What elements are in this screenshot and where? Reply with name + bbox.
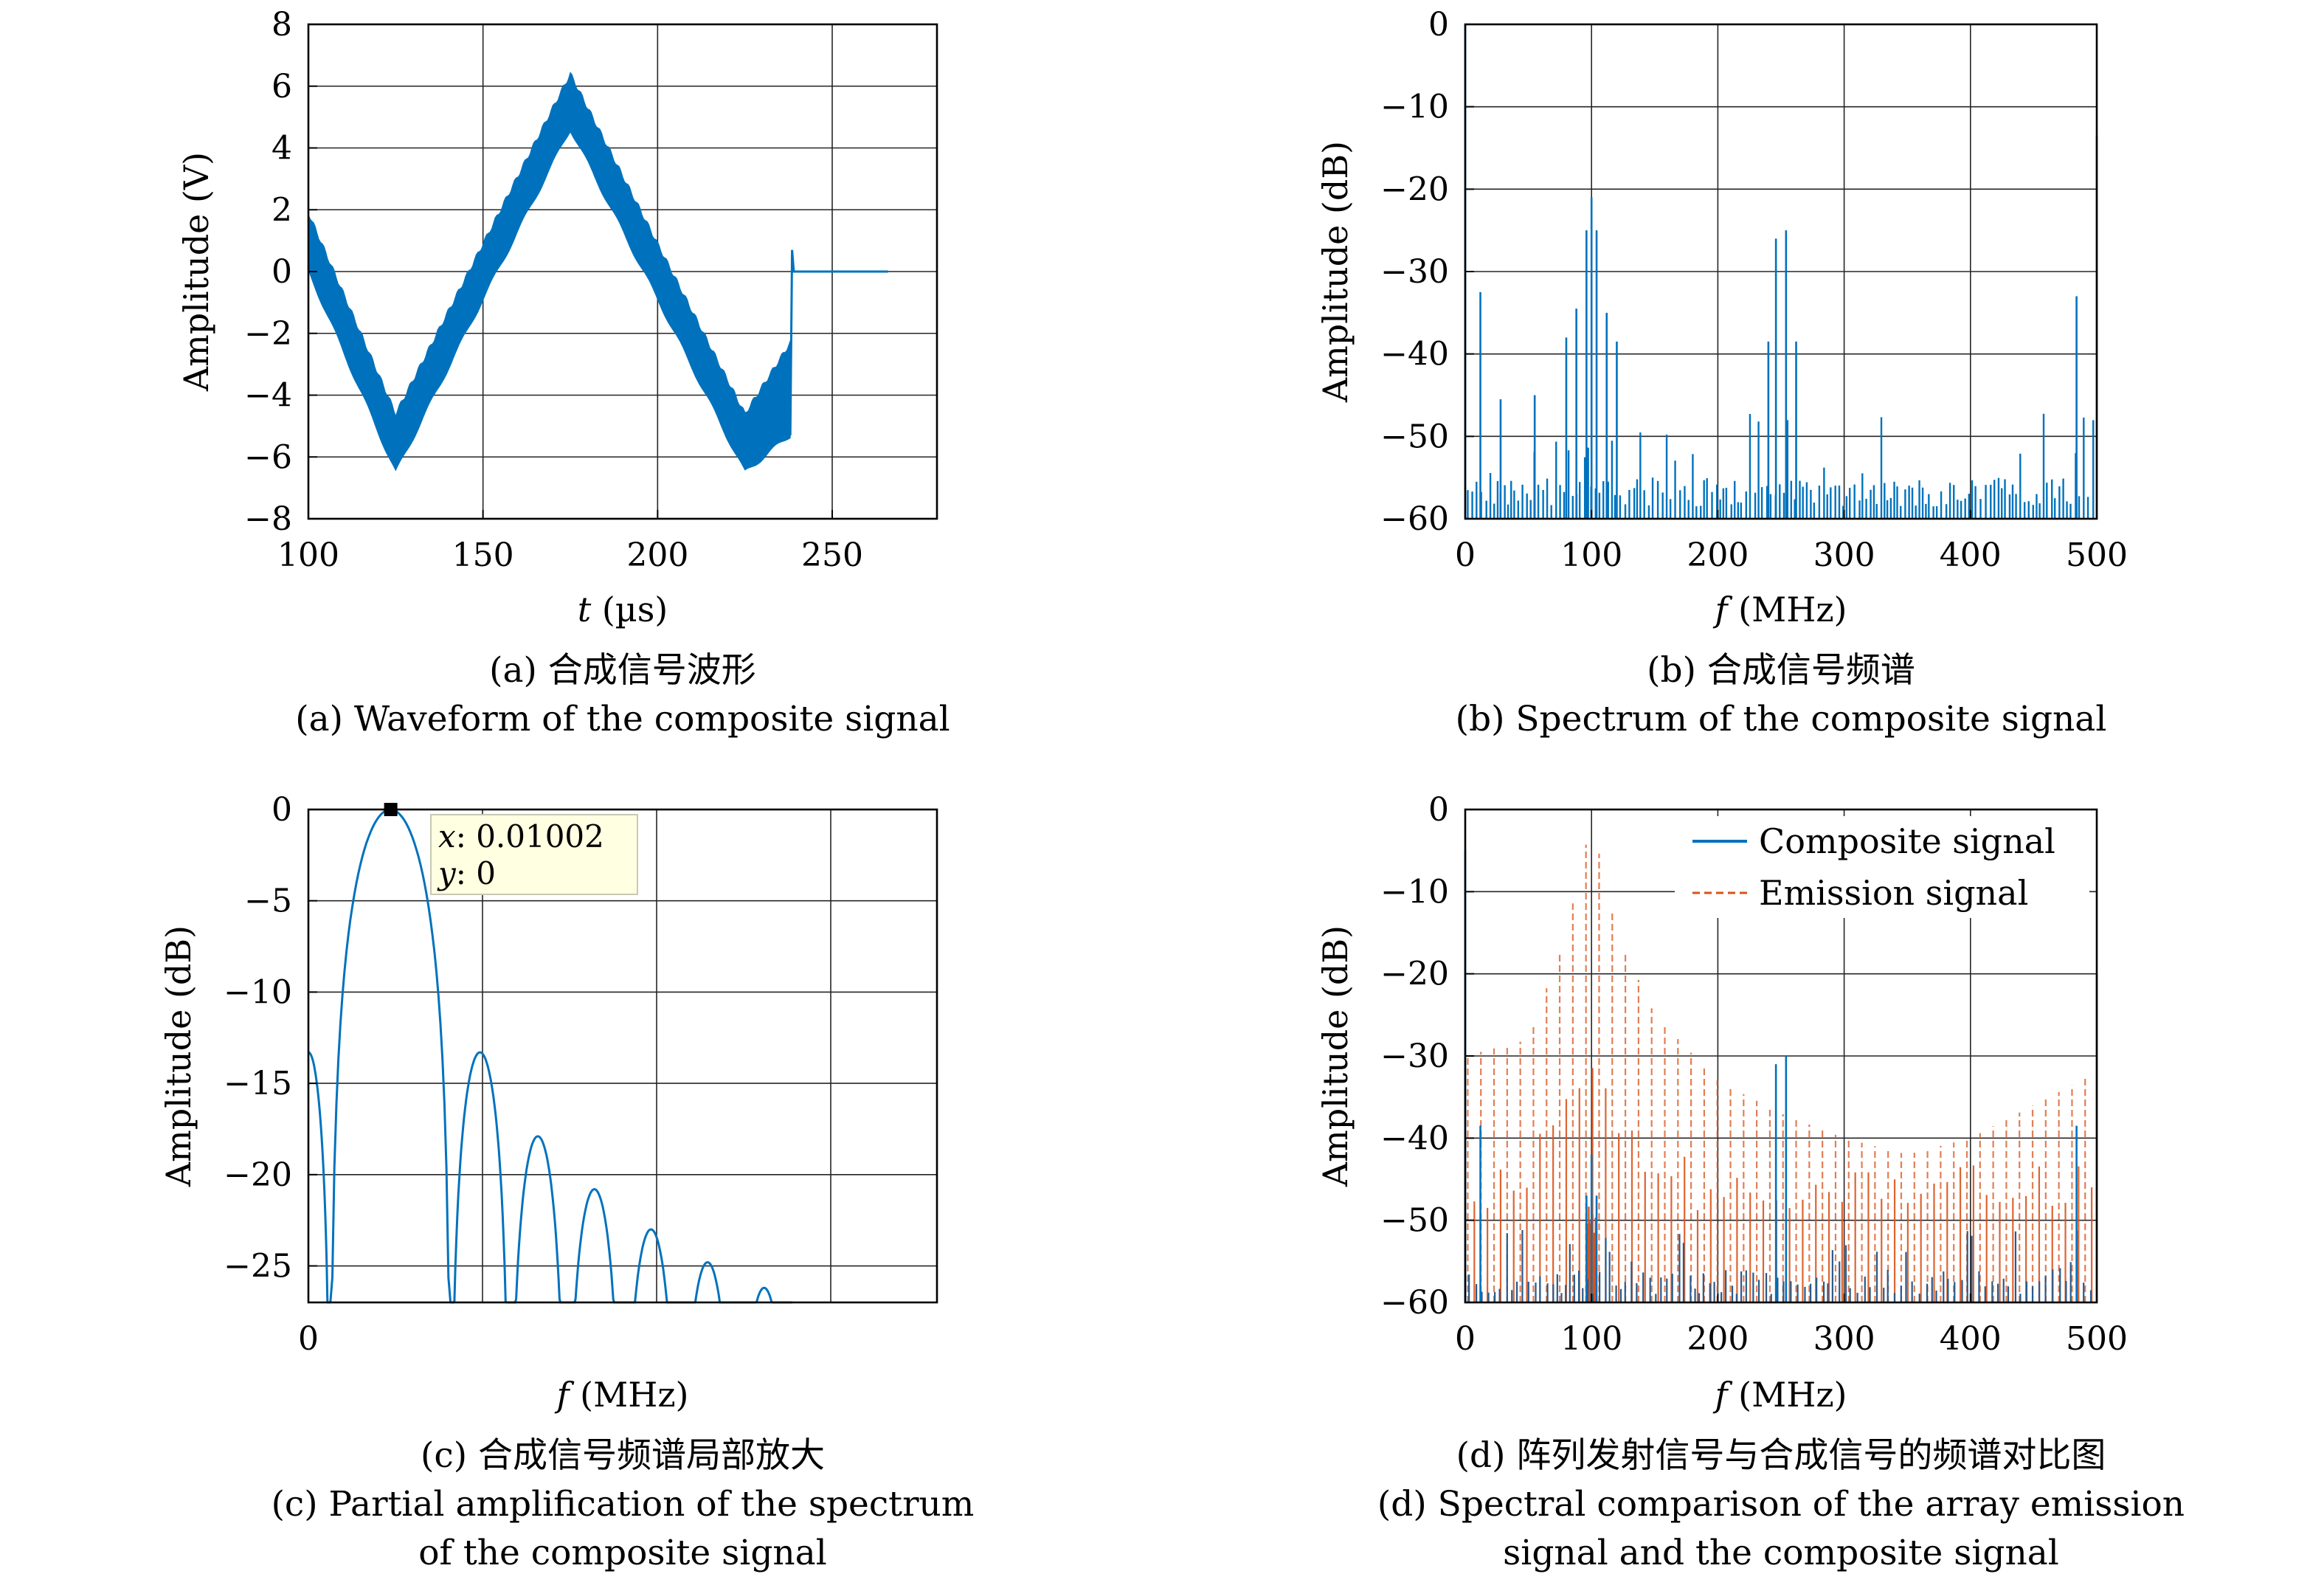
y-tick-label: −30 xyxy=(1380,253,1449,291)
y-tick-label: 4 xyxy=(272,130,292,168)
y-tick-label: −40 xyxy=(1380,1119,1449,1157)
panel-d-comparison: 0 100 200 300 400 500 0 −10 −20 −30 −40 −50 −60 Comp… xyxy=(1315,791,2128,1415)
panel-b-xlabel: f (MHz) xyxy=(1713,590,1847,629)
panel-b-grid xyxy=(1465,24,2097,519)
y-tick-label: −60 xyxy=(1380,500,1449,538)
y-tick-label: −20 xyxy=(1380,956,1449,993)
panel-c-grid xyxy=(308,809,937,1302)
panel-c-ticks: 0 0 −5 −10 −15 −20 −25 xyxy=(224,791,319,1358)
panel-d-ticks: 0 100 200 300 400 500 0 −10 −20 −30 −40 −50 −60 xyxy=(1380,791,2128,1358)
panel-d-ylabel: Amplitude (dB) xyxy=(1315,925,1355,1187)
x-tick-label: 200 xyxy=(1687,1320,1749,1358)
waveform-band xyxy=(308,72,791,472)
panel-a-series xyxy=(308,72,888,472)
x-tick-label: 0 xyxy=(1455,536,1476,574)
y-tick-label: 0 xyxy=(272,253,292,291)
y-tick-label: −8 xyxy=(244,500,292,538)
caption-d: (d) 阵列发射信号与合成信号的频谱对比图 (d) Spectral compa… xyxy=(1301,1432,2261,1578)
y-tick-label: −15 xyxy=(224,1065,292,1102)
y-tick-label: −10 xyxy=(224,973,292,1011)
caption-a: (a) 合成信号波形 (a) Waveform of the composite… xyxy=(180,646,1065,744)
y-tick-label: −20 xyxy=(1380,170,1449,208)
panel-b-ticks: 0 100 200 300 400 500 0 −10 −20 −30 −40 −50 −60 xyxy=(1380,6,2128,574)
legend-label-emission: Emission signal xyxy=(1759,873,2028,913)
x-tick-label: 300 xyxy=(1813,536,1875,574)
x-tick-label: 150 xyxy=(452,536,514,574)
y-tick-label: −40 xyxy=(1380,336,1449,373)
datatip-y: y: 0 xyxy=(437,855,496,891)
spectrum-lobe xyxy=(450,1051,510,1304)
panel-c-ylabel: Amplitude (dB) xyxy=(159,925,198,1187)
datatip-marker xyxy=(384,803,398,816)
panel-a-ticks: 100 150 200 250 8 6 4 2 0 −2 −4 −6 −8 xyxy=(244,6,863,574)
x-tick-label: 200 xyxy=(626,536,688,574)
caption-b-en: (b) Spectrum of the composite signal xyxy=(1455,699,2107,739)
panel-d-legend: Composite signal Emission signal xyxy=(1675,816,2089,918)
caption-b: (b) 合成信号频谱 (b) Spectrum of the composite… xyxy=(1338,646,2224,744)
y-tick-label: 8 xyxy=(272,6,292,44)
y-tick-label: 0 xyxy=(272,791,292,829)
y-tick-label: −2 xyxy=(244,315,292,353)
datatip-x: x: 0.01002 xyxy=(438,818,604,855)
y-tick-label: −25 xyxy=(224,1248,292,1285)
datatip-box xyxy=(430,814,638,895)
x-tick-label: 250 xyxy=(801,536,863,574)
y-tick-label: −5 xyxy=(244,883,292,920)
y-tick-label: −50 xyxy=(1380,418,1449,455)
x-tick-label: 300 xyxy=(1813,1320,1875,1358)
waveform-tail xyxy=(789,249,888,435)
x-tick-label: 400 xyxy=(1940,1320,2002,1358)
y-tick-label: −6 xyxy=(244,438,292,476)
spectrum-lobe xyxy=(509,1135,567,1304)
caption-c: (c) 合成信号频谱局部放大 (c) Partial amplification… xyxy=(180,1432,1065,1578)
x-tick-label: 500 xyxy=(2066,1320,2128,1358)
spectrum-lobe xyxy=(679,1261,736,1304)
caption-a-en: (a) Waveform of the composite signal xyxy=(295,699,950,739)
y-tick-label: 0 xyxy=(1428,6,1449,44)
caption-d-en-2: signal and the composite signal xyxy=(1503,1533,2059,1573)
y-tick-label: −10 xyxy=(1380,873,1449,911)
spectrum-lobe xyxy=(736,1286,792,1304)
y-tick-label: −4 xyxy=(244,377,292,415)
caption-d-cn: (d) 阵列发射信号与合成信号的频谱对比图 xyxy=(1456,1435,2106,1476)
y-tick-label: −10 xyxy=(1380,89,1449,126)
panel-d-xlabel: f (MHz) xyxy=(1713,1375,1847,1415)
x-tick-label: 200 xyxy=(1687,536,1749,574)
x-tick-label: 100 xyxy=(1560,1320,1622,1358)
legend-label-composite: Composite signal xyxy=(1759,821,2055,861)
y-tick-label: −50 xyxy=(1380,1202,1449,1240)
panel-b-spectrum: 0 100 200 300 400 500 0 −10 −20 −30 −40 −50 −60 Ampl… xyxy=(1315,6,2128,629)
y-tick-label: −30 xyxy=(1380,1038,1449,1075)
legend-box xyxy=(1675,816,2089,918)
x-tick-label: 100 xyxy=(1560,536,1622,574)
caption-d-en-1: (d) Spectral comparison of the array emi… xyxy=(1377,1484,2185,1525)
caption-c-en-1: (c) Partial amplification of the spectru… xyxy=(271,1484,975,1525)
x-tick-label: 0 xyxy=(298,1320,319,1358)
caption-c-en-2: of the composite signal xyxy=(418,1533,827,1573)
panel-c-axes-box xyxy=(307,808,938,1304)
panel-c-zoom: 0 0 −5 −10 −15 −20 −25 x: 0.01002 y: 0 Amplitu… xyxy=(159,791,938,1415)
y-tick-label: −60 xyxy=(1380,1284,1449,1322)
caption-b-cn: (b) 合成信号频谱 xyxy=(1647,650,1915,691)
spectrum-lobe xyxy=(566,1188,623,1304)
caption-a-cn: (a) 合成信号波形 xyxy=(489,650,756,691)
panel-b-ylabel: Amplitude (dB) xyxy=(1315,141,1355,403)
panel-a-xlabel: t (µs) xyxy=(578,590,668,629)
y-tick-label: 0 xyxy=(1428,791,1449,829)
x-tick-label: 0 xyxy=(1455,1320,1476,1358)
y-tick-label: −20 xyxy=(224,1156,292,1194)
x-tick-label: 100 xyxy=(277,536,339,574)
y-tick-label: 2 xyxy=(272,191,292,229)
y-tick-label: 6 xyxy=(272,68,292,106)
caption-c-cn: (c) 合成信号频谱局部放大 xyxy=(421,1435,825,1476)
x-tick-label: 500 xyxy=(2066,536,2128,574)
spectrum-lobe xyxy=(308,1051,331,1304)
panel-c-xlabel: f (MHz) xyxy=(555,1375,689,1415)
x-tick-label: 400 xyxy=(1940,536,2002,574)
panel-c-datatip: x: 0.01002 y: 0 xyxy=(430,814,638,895)
panel-a-ylabel: Amplitude (V) xyxy=(176,152,216,392)
